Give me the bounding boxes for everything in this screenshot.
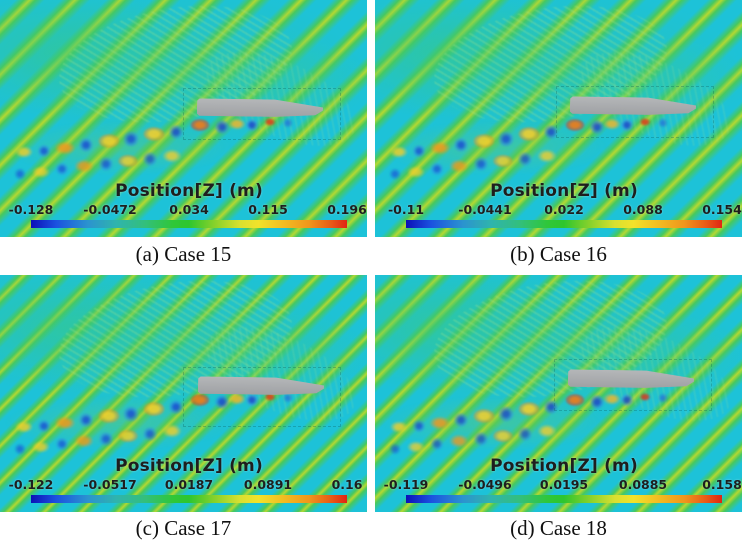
overset-region-outline [556, 86, 714, 138]
caption-case-18: (d) Case 18 [510, 516, 607, 540]
colorbar-legend: Position[Z] (m) -0.128 -0.0472 0.034 0.1… [0, 181, 367, 228]
colorbar-ticks: -0.128 -0.0472 0.034 0.115 0.196 [0, 202, 367, 218]
colorbar-gradient [31, 220, 347, 228]
panel-case-15: Position[Z] (m) -0.128 -0.0472 0.034 0.1… [0, 0, 367, 237]
caption-case-15: (a) Case 15 [135, 242, 232, 266]
colorbar-title: Position[Z] (m) [115, 456, 263, 476]
colorbar-legend: Position[Z] (m) -0.11 -0.0441 0.022 0.08… [375, 181, 742, 228]
colorbar-tick: 0.154 [702, 202, 742, 217]
colorbar-tick: -0.0496 [458, 477, 512, 492]
colorbar-tick: 0.115 [248, 202, 288, 217]
caption-case-16: (b) Case 16 [510, 242, 607, 266]
colorbar-ticks: -0.119 -0.0496 0.0195 0.0885 0.158 [375, 477, 742, 493]
colorbar-ticks: -0.11 -0.0441 0.022 0.088 0.154 [375, 202, 742, 218]
colorbar-gradient [406, 220, 722, 228]
overset-region-outline [183, 367, 341, 427]
colorbar-gradient [31, 495, 347, 503]
colorbar-tick: 0.088 [623, 202, 663, 217]
colorbar-tick: 0.034 [169, 202, 209, 217]
colorbar-tick: 0.196 [327, 202, 367, 217]
colorbar-tick: 0.0891 [243, 477, 293, 492]
colorbar-tick: 0.158 [702, 477, 742, 492]
overset-region-outline [183, 88, 341, 140]
colorbar-tick: -0.0517 [83, 477, 137, 492]
colorbar-tick: 0.022 [544, 202, 584, 217]
panel-case-18: Position[Z] (m) -0.119 -0.0496 0.0195 0.… [375, 275, 742, 512]
colorbar-tick: 0.16 [331, 477, 363, 492]
colorbar-tick: -0.0472 [83, 202, 137, 217]
colorbar-legend: Position[Z] (m) -0.122 -0.0517 0.0187 0.… [0, 456, 367, 503]
colorbar-title: Position[Z] (m) [490, 181, 638, 201]
colorbar-gradient [406, 495, 722, 503]
kelvin-wake-pattern [0, 0, 367, 237]
caption-case-17: (c) Case 17 [135, 516, 232, 540]
colorbar-title: Position[Z] (m) [115, 181, 263, 201]
colorbar-tick: 0.0885 [618, 477, 668, 492]
colorbar-tick: -0.119 [383, 477, 429, 492]
colorbar-tick: 0.0195 [539, 477, 589, 492]
colorbar-title: Position[Z] (m) [490, 456, 638, 476]
colorbar-tick: -0.0441 [458, 202, 512, 217]
colorbar-tick: -0.128 [8, 202, 54, 217]
colorbar-ticks: -0.122 -0.0517 0.0187 0.0891 0.16 [0, 477, 367, 493]
kelvin-wake-pattern [375, 0, 742, 237]
overset-region-outline [554, 359, 712, 411]
colorbar-tick: -0.122 [8, 477, 54, 492]
kelvin-wake-pattern [375, 275, 742, 512]
colorbar-legend: Position[Z] (m) -0.119 -0.0496 0.0195 0.… [375, 456, 742, 503]
colorbar-tick: -0.11 [387, 202, 425, 217]
colorbar-tick: 0.0187 [164, 477, 214, 492]
panel-case-17: Position[Z] (m) -0.122 -0.0517 0.0187 0.… [0, 275, 367, 512]
panel-case-16: Position[Z] (m) -0.11 -0.0441 0.022 0.08… [375, 0, 742, 237]
